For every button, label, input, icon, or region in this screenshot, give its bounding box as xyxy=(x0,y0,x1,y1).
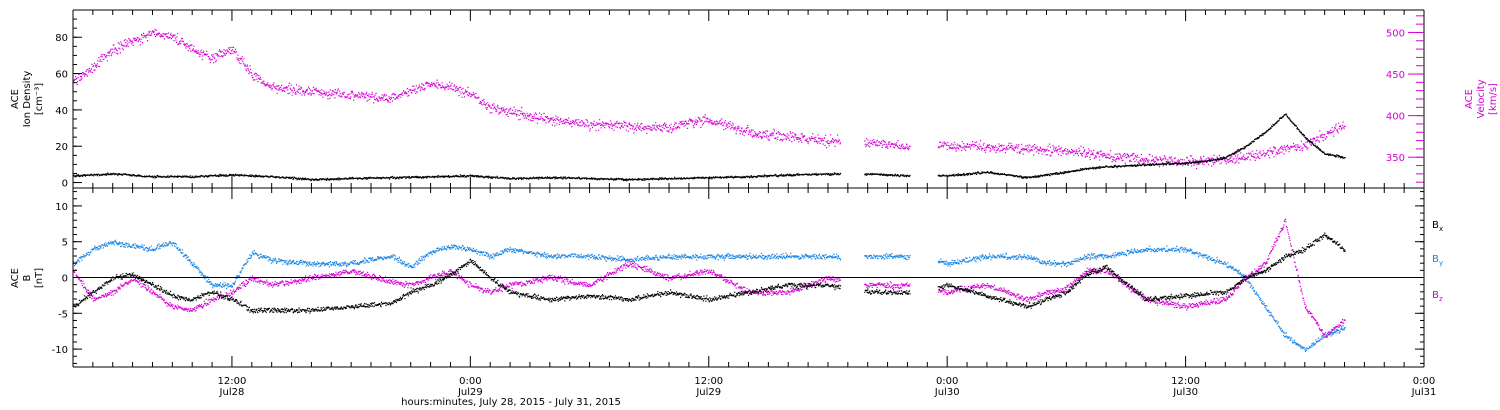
x-tick-time-2: 12:00 xyxy=(694,376,723,387)
magnetic-field-panel-data xyxy=(73,218,1346,353)
velocity-ylabel-1: ACE xyxy=(1464,89,1475,109)
x-tick-time-3: 0:00 xyxy=(936,376,958,387)
b-ytick-label-1: -5 xyxy=(58,309,68,320)
b-ytick-label-3: 5 xyxy=(62,238,68,249)
legend-bx: B x xyxy=(1432,220,1443,233)
bx-points xyxy=(73,232,1346,314)
legend-by-sub: y xyxy=(1439,259,1443,267)
x-tick-date-4: Jul30 xyxy=(1172,387,1198,398)
density-ylabel-2: Ion Density xyxy=(22,71,33,128)
legend-by: B y xyxy=(1432,254,1443,267)
velocity-ylabel-3: [km/s] xyxy=(1488,83,1499,115)
x-tick-time-0: 12:00 xyxy=(218,376,247,387)
density-y-axis: 0 20 40 60 80 xyxy=(55,18,82,190)
x-tick-time-1: 0:00 xyxy=(459,376,481,387)
b-ytick-label-4: 10 xyxy=(55,202,68,213)
velocity-ytick-label-2: 450 xyxy=(1386,70,1405,81)
velocity-ylabel-2: Velocity xyxy=(1476,79,1487,118)
velocity-ytick-label-0: 350 xyxy=(1386,153,1405,164)
density-ytick-label-3: 60 xyxy=(55,70,68,81)
legend-bx-label: B xyxy=(1432,220,1439,231)
density-ylabel-1: ACE xyxy=(10,89,21,109)
bz-points xyxy=(73,218,1346,338)
legend-by-label: B xyxy=(1432,254,1439,265)
b-ytick-label-2: 0 xyxy=(62,274,68,285)
b-ylabel-2: B xyxy=(22,274,33,281)
x-tick-date-5: Jul31 xyxy=(1411,387,1437,398)
b-ylabel-1: ACE xyxy=(10,268,21,288)
x-axis-ticks: 12:00Jul280:00Jul2912:00Jul290:00Jul3012… xyxy=(92,10,1437,398)
velocity-points xyxy=(73,28,1346,170)
x-tick-time-5: 0:00 xyxy=(1413,376,1435,387)
x-tick-date-0: Jul28 xyxy=(219,387,245,398)
velocity-y-axis: 350 400 450 500 xyxy=(1386,15,1424,183)
x-axis-title: hours:minutes, July 28, 2015 - July 31, … xyxy=(401,397,621,408)
density-ytick-label-1: 20 xyxy=(55,142,68,153)
legend-bx-sub: x xyxy=(1439,225,1443,233)
x-tick-date-1: Jul29 xyxy=(457,387,483,398)
x-tick-time-4: 12:00 xyxy=(1171,376,1200,387)
legend-bz: B z xyxy=(1432,290,1443,303)
density-ytick-label-0: 0 xyxy=(62,179,68,190)
velocity-ytick-label-1: 400 xyxy=(1386,112,1405,123)
density-velocity-panel-data xyxy=(73,28,1346,182)
b-ytick-label-0: -10 xyxy=(52,345,68,356)
legend-bz-label: B xyxy=(1432,290,1439,301)
density-ytick-label-4: 80 xyxy=(55,33,68,44)
legend-bz-sub: z xyxy=(1439,295,1443,303)
density-ytick-label-2: 40 xyxy=(55,106,68,117)
x-tick-date-3: Jul30 xyxy=(934,387,960,398)
density-points xyxy=(73,113,1346,182)
by-points xyxy=(73,239,1346,353)
b-ylabel-3: [nT] xyxy=(34,268,45,288)
x-tick-date-2: Jul29 xyxy=(695,387,721,398)
density-ylabel-3: [cm⁻³] xyxy=(34,83,45,115)
velocity-ytick-label-3: 500 xyxy=(1386,28,1405,39)
